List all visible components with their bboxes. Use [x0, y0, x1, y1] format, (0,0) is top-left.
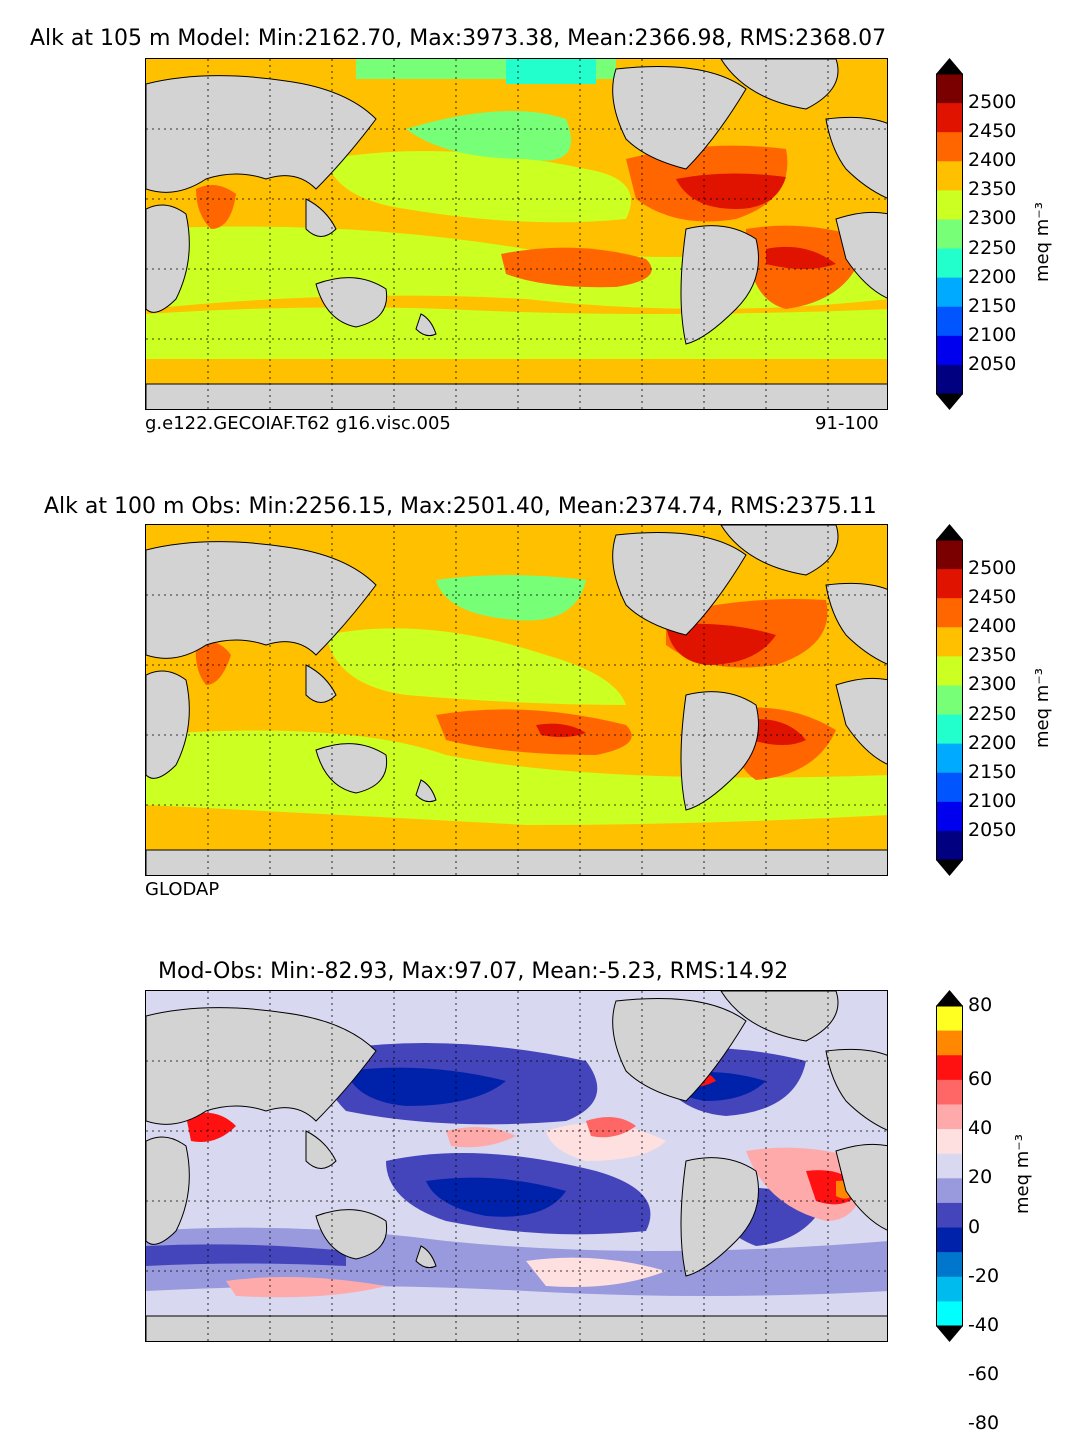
colorbar-tick-label: 80 — [968, 994, 993, 1016]
colorbar-tick-label: 40 — [968, 1117, 993, 1140]
colorbar-segment — [936, 540, 963, 570]
colorbar-segment — [936, 1104, 963, 1130]
colorbar-tick-label: -40 — [968, 1314, 1000, 1336]
colorbar-tick-label: 2250 — [968, 702, 1017, 725]
colorbar-segment — [936, 248, 963, 279]
colorbar-tick-label: 2100 — [968, 323, 1017, 346]
panel-1-colorbar — [936, 58, 963, 410]
panel-3-title: Mod-Obs: Min:-82.93, Max:97.07, Mean:-5.… — [158, 959, 789, 984]
colorbar-segment — [936, 801, 963, 832]
colorbar-segment — [936, 1227, 963, 1253]
colorbar-segment — [936, 772, 963, 803]
colorbar-segment — [936, 1276, 963, 1302]
colorbar-segment — [936, 190, 963, 220]
panel-2-caption-left: GLODAP — [145, 879, 220, 900]
colorbar-tick-label: 2200 — [968, 265, 1017, 288]
colorbar-tick-label: 60 — [968, 1067, 993, 1090]
colorbar-tick-label: 2350 — [968, 178, 1017, 201]
panel-1-title: Alk at 105 m Model: Min:2162.70, Max:397… — [30, 26, 887, 51]
colorbar-tick-label: 2300 — [968, 673, 1017, 696]
colorbar-segment — [936, 627, 963, 657]
panel-2-unit-label: meq m⁻³ — [1032, 667, 1053, 748]
panel-1-caption-left: g.e122.GECOIAF.T62 g16.visc.005 — [145, 413, 451, 434]
colorbar-tick-label: 2300 — [968, 207, 1017, 230]
colorbar-segment — [936, 1202, 963, 1229]
colorbar-tick-label: 2400 — [968, 149, 1017, 172]
panel-3-unit-label: meq m⁻³ — [1012, 1133, 1033, 1214]
colorbar-tick-label: -60 — [968, 1363, 1000, 1386]
panel-2-map-svg — [146, 525, 887, 875]
colorbar-tick-label: 2500 — [968, 557, 1017, 580]
colorbar-segment — [936, 598, 963, 628]
colorbar-extend-bottom — [936, 1326, 963, 1342]
colorbar-tick-label: -20 — [968, 1264, 1000, 1287]
panel-3-map-svg — [146, 991, 887, 1341]
colorbar-segment — [936, 714, 963, 745]
panel-2-colorbar-svg — [936, 524, 963, 876]
colorbar-tick-label: 20 — [968, 1166, 993, 1189]
colorbar-tick-label: 2450 — [968, 586, 1017, 609]
panel-3-map — [145, 990, 888, 1342]
colorbar-tick-label: 2050 — [968, 352, 1017, 375]
colorbar-extend-bottom — [936, 860, 963, 876]
colorbar-segment — [936, 656, 963, 686]
panel-1-caption-right: 91-100 — [815, 413, 879, 434]
colorbar-tick-label: 2500 — [968, 91, 1017, 114]
panel-1-map-svg — [146, 59, 887, 409]
colorbar-segment — [936, 1178, 963, 1204]
colorbar-segment — [936, 74, 963, 104]
colorbar-tick-label: -80 — [968, 1412, 1000, 1434]
panel-3-colorbar-svg — [936, 990, 963, 1342]
colorbar-segment — [936, 830, 963, 861]
colorbar-segment — [936, 132, 963, 162]
colorbar-tick-label: 2350 — [968, 644, 1017, 667]
colorbar-segment — [936, 1129, 963, 1155]
panel-2-map — [145, 524, 888, 876]
colorbar-extend-bottom — [936, 394, 963, 410]
panel-1-unit-label: meq m⁻³ — [1032, 201, 1053, 282]
colorbar-segment — [936, 1252, 963, 1278]
colorbar-segment — [936, 306, 963, 337]
colorbar-segment — [936, 685, 963, 716]
colorbar-extend-top — [936, 524, 963, 540]
colorbar-segment — [936, 569, 963, 599]
colorbar-tick-label: 0 — [968, 1215, 981, 1238]
colorbar-segment — [936, 277, 963, 308]
colorbar-tick-label: 2100 — [968, 789, 1017, 812]
colorbar-segment — [936, 1055, 963, 1081]
panel-2-colorbar — [936, 524, 963, 876]
colorbar-extend-top — [936, 990, 963, 1006]
colorbar-tick-label: 2150 — [968, 760, 1017, 783]
panel-1-map — [145, 58, 888, 410]
colorbar-extend-top — [936, 58, 963, 74]
colorbar-segment — [936, 1030, 963, 1056]
colorbar-segment — [936, 161, 963, 191]
colorbar-segment — [936, 1006, 963, 1032]
colorbar-segment — [936, 743, 963, 774]
colorbar-tick-label: 2450 — [968, 120, 1017, 143]
colorbar-segment — [936, 103, 963, 133]
colorbar-tick-label: 2400 — [968, 615, 1017, 638]
colorbar-segment — [936, 1153, 963, 1179]
colorbar-segment — [936, 219, 963, 250]
colorbar-segment — [936, 364, 963, 395]
colorbar-segment — [936, 335, 963, 366]
colorbar-tick-label: 2050 — [968, 818, 1017, 841]
colorbar-tick-label: 2250 — [968, 236, 1017, 259]
panel-2-title: Alk at 100 m Obs: Min:2256.15, Max:2501.… — [44, 494, 877, 519]
colorbar-tick-label: 2150 — [968, 294, 1017, 317]
colorbar-segment — [936, 1079, 963, 1105]
colorbar-segment — [936, 1301, 963, 1327]
panel-3-colorbar — [936, 990, 963, 1342]
panel-1-colorbar-svg — [936, 58, 963, 410]
colorbar-tick-label: 2200 — [968, 731, 1017, 754]
